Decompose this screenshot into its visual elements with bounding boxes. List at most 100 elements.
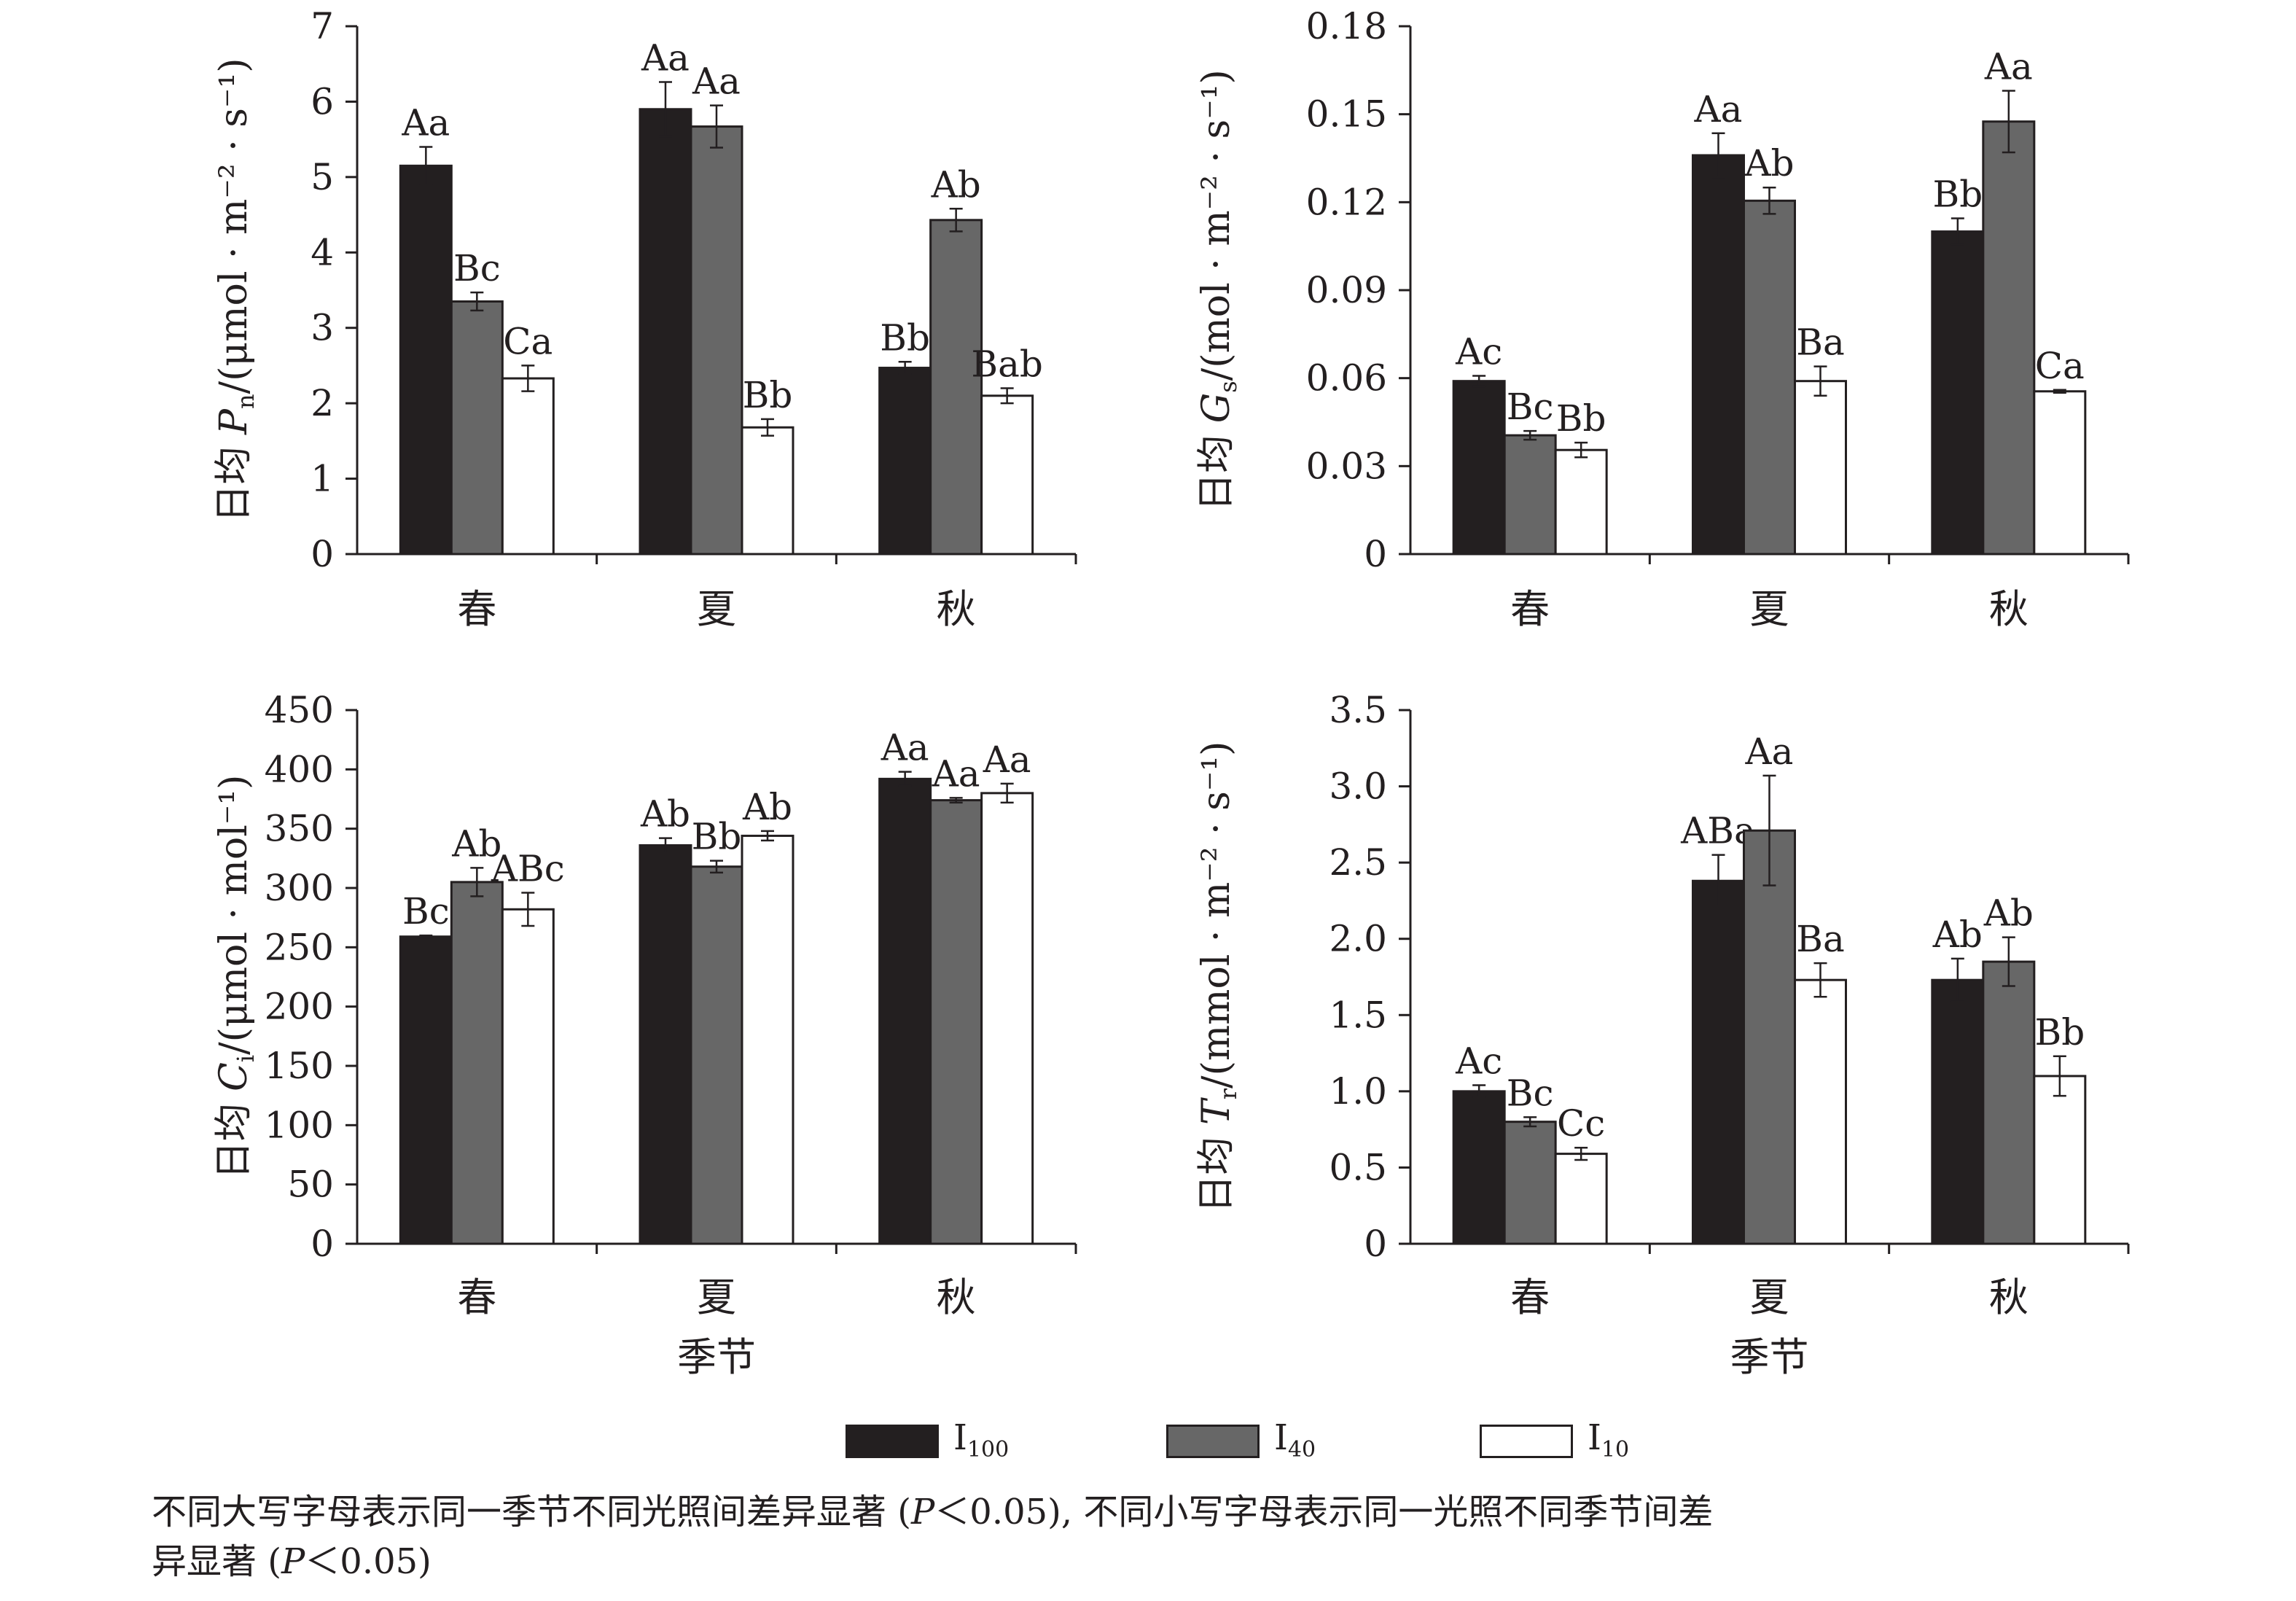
- y-tick-label: 3.0: [1329, 766, 1387, 808]
- y-tick-label: 350: [265, 808, 334, 850]
- significance-label: Ab: [640, 793, 690, 835]
- x-category-label: 春: [457, 1274, 496, 1320]
- y-axis-title-variable: T: [1195, 1097, 1238, 1125]
- bar-i100: [1931, 230, 1985, 556]
- y-tick-label: 0.15: [1306, 93, 1387, 136]
- y-tick-label: 0.03: [1306, 445, 1387, 487]
- y-tick-label: 2: [311, 382, 334, 424]
- y-axis-title-subscript: n: [232, 394, 259, 409]
- y-axis-title: 日均 Pn/(μmol · m⁻² · s⁻¹): [212, 58, 259, 522]
- x-category-label: 秋: [1989, 1274, 2028, 1320]
- significance-label: Ab: [931, 163, 981, 206]
- significance-label: Bc: [453, 247, 501, 289]
- significance-label: Bc: [1507, 1072, 1554, 1114]
- y-axis-title-unit: /(μmol · mol⁻¹): [212, 775, 256, 1055]
- bar-i10: [2033, 1075, 2087, 1245]
- y-tick-label: 0: [1364, 1223, 1387, 1265]
- bar-i40: [1503, 434, 1557, 556]
- bar-i10: [741, 834, 794, 1245]
- significance-label: Ab: [1932, 914, 1983, 956]
- significance-label: Ba: [1796, 322, 1845, 364]
- y-axis-title: 日均 Gs/(mol · m⁻² · s⁻¹): [1195, 69, 1242, 511]
- y-axis-title: 日均 Ci/(μmol · mol⁻¹): [212, 775, 259, 1180]
- x-category-label: 秋: [1989, 586, 2028, 632]
- bar-i100: [1692, 879, 1745, 1245]
- y-tick-label: 1: [311, 458, 334, 500]
- legend-swatch-i100: [846, 1425, 939, 1458]
- y-axis-title-prefix: 日均: [1195, 423, 1238, 511]
- y-tick-label: 0.18: [1306, 5, 1387, 47]
- bar-i100: [1931, 978, 1985, 1245]
- bar-i40: [1982, 960, 2036, 1245]
- y-axis-title-unit: /(mmol · m⁻² · s⁻¹): [1195, 741, 1238, 1088]
- significance-label: Aa: [983, 739, 1031, 781]
- bar-i100: [399, 935, 453, 1245]
- bar-i40: [450, 881, 504, 1245]
- significance-label: Ab: [1744, 142, 1794, 184]
- legend-label-i100: I100: [953, 1417, 1010, 1462]
- bar-i40: [690, 125, 743, 556]
- legend-label-i40: I40: [1274, 1417, 1316, 1462]
- significance-label: Aa: [1694, 88, 1743, 131]
- significance-label: Bb: [692, 816, 742, 858]
- significance-label: Ab: [742, 786, 792, 828]
- y-tick-label: 300: [265, 867, 334, 909]
- y-tick-label: 0: [311, 533, 334, 575]
- y-tick-label: 200: [265, 986, 334, 1028]
- x-category-label: 夏: [1750, 586, 1789, 632]
- y-axis-title-prefix: 日均: [212, 435, 256, 523]
- y-axis-title-prefix: 日均: [1195, 1125, 1238, 1213]
- x-category-label: 春: [1510, 1274, 1550, 1320]
- bar-i10: [1794, 380, 1847, 556]
- y-axis-title-unit: /(μmol · m⁻² · s⁻¹): [212, 58, 256, 394]
- significance-label: ABc: [491, 848, 565, 890]
- bar-i40: [929, 219, 983, 556]
- significance-label: Bc: [1507, 386, 1554, 428]
- bar-i100: [1452, 1090, 1506, 1245]
- significance-label: Bb: [2034, 1011, 2085, 1053]
- chart-tr: 00.51.01.52.02.53.03.5春AcBcCc夏ABaAaBa秋Ab…: [1195, 689, 2130, 1380]
- significance-label: Aa: [932, 752, 980, 795]
- y-axis-title-prefix: 日均: [212, 1091, 256, 1180]
- y-axis-title: 日均 Tr/(mmol · m⁻² · s⁻¹): [1195, 741, 1242, 1213]
- legend-swatch-i10: [1480, 1425, 1573, 1458]
- significance-label: Aa: [1984, 45, 2033, 87]
- x-category-label: 春: [1510, 586, 1550, 632]
- bar-i10: [501, 908, 555, 1245]
- bar-i40: [929, 799, 983, 1245]
- y-axis-title-subscript: i: [232, 1055, 259, 1062]
- significance-label: Ab: [451, 822, 501, 865]
- y-tick-label: 1.0: [1329, 1070, 1387, 1113]
- footnote-line-2: 异显著 (P＜0.05): [152, 1541, 432, 1582]
- significance-label: Aa: [641, 37, 690, 79]
- y-tick-label: 0: [1364, 533, 1387, 575]
- significance-label: Ca: [2035, 345, 2085, 387]
- y-tick-label: 100: [265, 1104, 334, 1146]
- bar-i100: [399, 164, 453, 556]
- significance-label: Bb: [880, 316, 930, 359]
- bar-i10: [980, 792, 1034, 1245]
- x-category-label: 夏: [1750, 1274, 1789, 1320]
- significance-label: Cc: [1557, 1102, 1605, 1145]
- y-tick-label: 2.0: [1329, 918, 1387, 960]
- legend-swatch-i40: [1166, 1425, 1260, 1458]
- x-axis-title: 季节: [677, 1334, 756, 1380]
- y-axis-title-subscript: r: [1214, 1088, 1242, 1099]
- bar-i40: [1743, 829, 1796, 1245]
- x-axis-title: 季节: [1730, 1334, 1809, 1380]
- x-category-label: 秋: [937, 1274, 976, 1320]
- y-tick-label: 0: [311, 1223, 334, 1265]
- y-tick-label: 3.5: [1329, 689, 1387, 731]
- significance-label: Bb: [743, 374, 793, 416]
- bar-i100: [639, 108, 692, 556]
- bar-i40: [1743, 199, 1796, 556]
- significance-label: Aa: [880, 727, 929, 769]
- y-axis-title-subscript: s: [1214, 381, 1242, 392]
- bar-i100: [878, 367, 932, 556]
- y-tick-label: 400: [265, 748, 334, 790]
- y-tick-label: 4: [311, 231, 334, 273]
- y-tick-label: 3: [311, 307, 334, 349]
- legend: I100 I40 I10: [846, 1416, 1647, 1462]
